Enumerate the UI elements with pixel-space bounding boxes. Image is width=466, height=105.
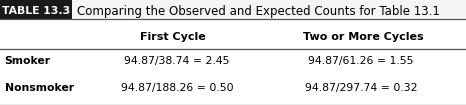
FancyBboxPatch shape xyxy=(0,19,466,105)
Text: TABLE 13.3: TABLE 13.3 xyxy=(2,6,70,16)
Text: 94.87/38.74 = 2.45: 94.87/38.74 = 2.45 xyxy=(124,56,230,66)
Text: Smoker: Smoker xyxy=(5,56,51,66)
Text: 94.87/188.26 = 0.50: 94.87/188.26 = 0.50 xyxy=(121,83,233,93)
Text: 94.87/297.74 = 0.32: 94.87/297.74 = 0.32 xyxy=(305,83,418,93)
Text: 94.87/61.26 = 1.55: 94.87/61.26 = 1.55 xyxy=(308,56,414,66)
FancyBboxPatch shape xyxy=(0,0,72,19)
Text: First Cycle: First Cycle xyxy=(139,32,206,42)
Text: Comparing the Observed and Expected Counts for Table 13.1: Comparing the Observed and Expected Coun… xyxy=(77,5,440,18)
Text: Two or More Cycles: Two or More Cycles xyxy=(303,32,424,42)
FancyBboxPatch shape xyxy=(0,0,466,19)
Text: Nonsmoker: Nonsmoker xyxy=(5,83,74,93)
